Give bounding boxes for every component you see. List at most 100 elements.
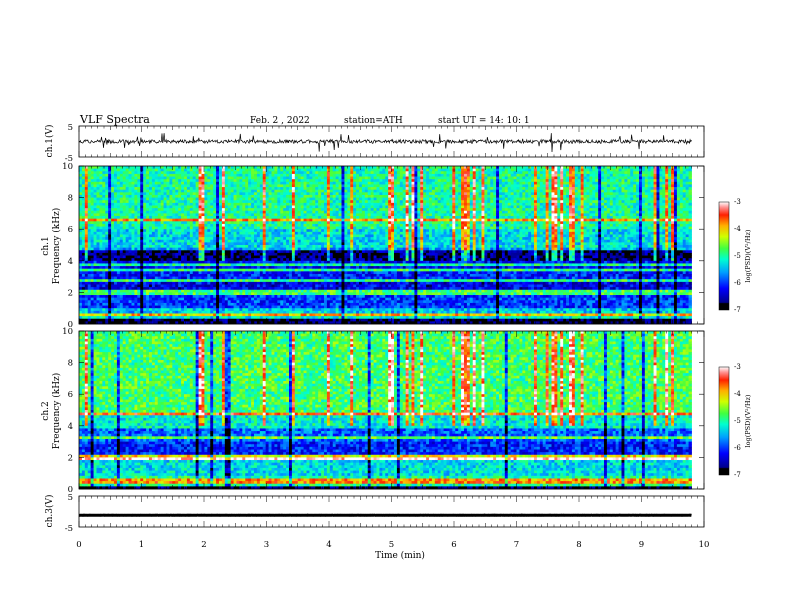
spectrogram-cell [114, 213, 117, 216]
spectrogram-cell [94, 198, 97, 201]
spectrogram-cell [134, 274, 137, 277]
spectrogram-cell [88, 216, 91, 219]
spectrogram-cell [123, 319, 126, 322]
spectrogram-cell [108, 203, 111, 206]
spectrogram-cell [88, 237, 91, 240]
spectrogram-cell [108, 274, 111, 277]
spectrogram-cell [137, 169, 140, 172]
spectrogram-cell [99, 198, 102, 201]
spectrogram-cell [111, 313, 114, 316]
spectrogram-cell [123, 285, 126, 288]
spectrogram-cell [108, 298, 111, 301]
spectrogram-cell [97, 256, 100, 259]
spectrogram-cell [137, 221, 140, 224]
spectrogram-cell [82, 229, 85, 232]
spectrogram-cell [102, 221, 105, 224]
spectrogram-cell [126, 221, 129, 224]
spectrogram-cell [99, 213, 102, 216]
spectrogram-cell [117, 232, 120, 235]
spectrogram-cell [102, 277, 105, 280]
spectrogram-cell [94, 182, 97, 185]
spectrogram-cell [132, 229, 135, 232]
spectrogram-cell [94, 300, 97, 303]
spectrogram-cell [114, 229, 117, 232]
spectrogram-cell [91, 179, 94, 182]
spectrogram-cell [120, 256, 123, 259]
spectrogram-cell [79, 303, 82, 306]
spectrogram-cell [126, 234, 129, 237]
spectrogram-cell [108, 224, 111, 227]
spectrogram-cell [132, 245, 135, 248]
spectrogram-cell [99, 224, 102, 227]
spectrogram-cell [137, 208, 140, 211]
spectrogram-cell [137, 290, 140, 293]
spectrogram-cell [129, 290, 132, 293]
spectrogram-cell [111, 298, 114, 301]
spectrogram-cell [132, 266, 135, 269]
spectrogram-cell [99, 192, 102, 195]
spectrogram-cell [120, 282, 123, 285]
spectrogram-cell [79, 208, 82, 211]
spectrogram-cell [137, 287, 140, 290]
spectrogram-cell [120, 245, 123, 248]
spectrogram-cell [117, 203, 120, 206]
spectrogram-cell [79, 219, 82, 222]
spectrogram-cell [132, 298, 135, 301]
spectrogram-cell [134, 177, 137, 180]
spectrogram-cell [85, 261, 88, 264]
spectrogram-cell [120, 179, 123, 182]
spectrogram-cell [129, 221, 132, 224]
spectrogram-cell [97, 298, 100, 301]
spectrogram-cell [102, 271, 105, 274]
spectrogram-cell [97, 227, 100, 230]
spectrogram-cell [111, 234, 114, 237]
spectrogram-cell [120, 192, 123, 195]
spectrogram-cell [120, 295, 123, 298]
spectrogram-cell [120, 240, 123, 243]
spectrogram-cell [102, 179, 105, 182]
spectrogram-cell [123, 287, 126, 290]
spectrogram-cell [126, 171, 129, 174]
spectrogram-cell [117, 166, 120, 169]
spectrogram-cell [111, 179, 114, 182]
spectrogram-cell [114, 208, 117, 211]
spectrogram-cell [137, 279, 140, 282]
spectrogram-cell [97, 266, 100, 269]
spectrogram-cell [85, 184, 88, 187]
spectrogram-cell [134, 266, 137, 269]
spectrogram-cell [134, 271, 137, 274]
spectrogram-cell [82, 240, 85, 243]
spectrogram-cell [97, 290, 100, 293]
spectrogram-cell [85, 182, 88, 185]
spectrogram-cell [114, 311, 117, 314]
spectrogram-cell [99, 308, 102, 311]
spectrogram-cell [105, 308, 108, 311]
spectrogram-cell [114, 292, 117, 295]
spectrogram-cell [120, 174, 123, 177]
spectrogram-cell [137, 206, 140, 209]
spectrogram-cell [114, 242, 117, 245]
spectrogram-cell [117, 174, 120, 177]
spectrogram-cell [111, 300, 114, 303]
spectrogram-cell [126, 303, 129, 306]
spectrogram-cell [85, 300, 88, 303]
spectrogram-cell [114, 182, 117, 185]
spectrogram-cell [102, 200, 105, 203]
spectrogram-cell [88, 221, 91, 224]
spectrogram-cell [97, 195, 100, 198]
spectrogram-cell [94, 282, 97, 285]
spectrogram-cell [120, 287, 123, 290]
spectrogram-cell [132, 308, 135, 311]
spectrogram-cell [108, 187, 111, 190]
spectrogram-cell [88, 306, 91, 309]
spectrogram-cell [91, 200, 94, 203]
spectrogram-cell [132, 292, 135, 295]
spectrogram-cell [99, 306, 102, 309]
spectrogram-cell [88, 219, 91, 222]
spectrogram-cell [126, 200, 129, 203]
spectrogram-cell [111, 224, 114, 227]
spectrogram-cell [111, 187, 114, 190]
spectrogram-cell [117, 282, 120, 285]
spectrogram-cell [108, 177, 111, 180]
spectrogram-cell [91, 174, 94, 177]
